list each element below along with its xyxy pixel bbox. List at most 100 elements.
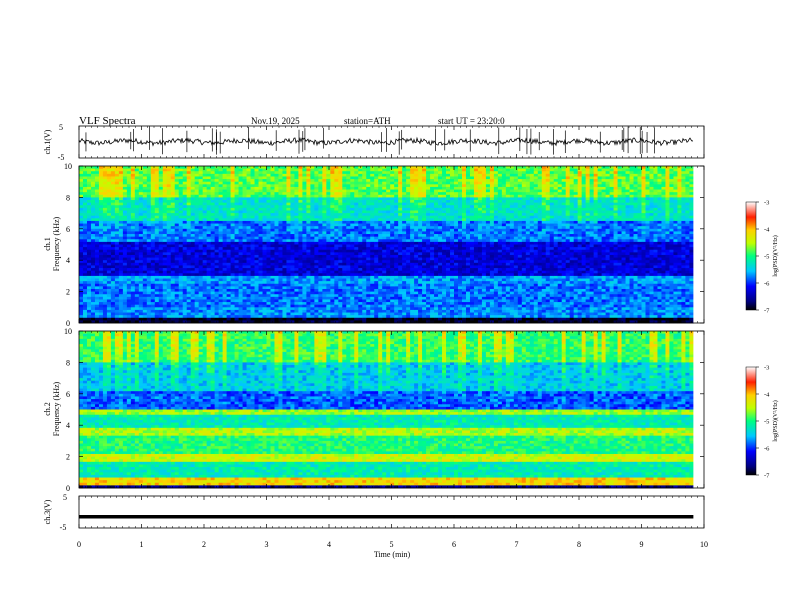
ch1-spec-cell (87, 273, 91, 276)
ch1-spec-cell (111, 218, 115, 221)
ch1-spec-cell (139, 166, 143, 169)
ch1-spec-cell (199, 252, 203, 255)
ch1-spec-cell (127, 245, 131, 248)
ch1-spec-cell (139, 318, 143, 321)
ch1-spec-cell (243, 171, 247, 174)
ch1-spec-cell (239, 192, 243, 195)
ch1-spec-cell (87, 297, 91, 300)
ch1-spec-cell (123, 255, 127, 258)
ch1-spec-cell (159, 313, 163, 316)
ch1-spec-cell (155, 258, 159, 261)
ch1-spec-cell (83, 213, 87, 216)
ch1-spec-cell (147, 245, 151, 248)
ch1-spec-cell (123, 305, 127, 308)
ch1-spec-cell (123, 302, 127, 305)
ch1-spec-cell (223, 245, 227, 248)
ch1-spec-cell (83, 231, 87, 234)
ch1-spec-cell (95, 313, 99, 316)
ch1-spec-cell (95, 302, 99, 305)
ch1-spec-cell (191, 203, 195, 206)
ch1-spec-cell (115, 192, 119, 195)
ch1-spec-cell (115, 231, 119, 234)
ch1-spec-cell (107, 252, 111, 255)
ch1-spec-cell (87, 268, 91, 271)
ch1-spec-cell (211, 286, 215, 289)
ch1-spec-cell (175, 252, 179, 255)
ch1-spec-cell (167, 203, 171, 206)
ch1-spec-cell (99, 297, 103, 300)
ch1-spec-cell (139, 231, 143, 234)
ch1-spec-cell (191, 210, 195, 213)
ch1-spec-cell (107, 263, 111, 266)
ch1-spec-cell (171, 245, 175, 248)
ch1-spec-cell (219, 242, 223, 245)
ch1-spec-cell (203, 273, 207, 276)
ch1-spec-cell (171, 279, 175, 282)
ch1-spec-cell (219, 268, 223, 271)
ch1-spec-cell (123, 231, 127, 234)
ch1-spec-cell (195, 166, 199, 169)
ch1-spec-cell (95, 184, 99, 187)
ch1-spec-cell (163, 247, 167, 250)
ch1-spec-cell (167, 229, 171, 232)
ch1-spec-cell (103, 281, 107, 284)
ch1-spec-cell (151, 237, 155, 240)
ch1-spec-cell (151, 221, 155, 224)
ch1-spec-cell (139, 284, 143, 287)
ch1-spec-cell (203, 239, 207, 242)
ch1-spec-cell (91, 197, 95, 200)
ch1-spec-cell (227, 273, 231, 276)
ch1-spec-cell (159, 169, 163, 172)
ch1-spec-cell (95, 289, 99, 292)
ch1-spec-cell (83, 273, 87, 276)
ch1-spec-cell (163, 205, 167, 208)
ch1-spec-cell (227, 271, 231, 274)
ch1-spec-cell (231, 231, 235, 234)
ch1-spec-cell (151, 190, 155, 193)
ch1-spec-cell (95, 169, 99, 172)
ch1-spec-cell (175, 195, 179, 198)
ch1-spec-cell (191, 289, 195, 292)
ch1-spec-cell (95, 190, 99, 193)
ch1-spec-cell (179, 203, 183, 206)
ch1-spec-cell (147, 192, 151, 195)
ch1-spec-cell (143, 258, 147, 261)
ch1-spec-cell (191, 218, 195, 221)
ch1-spec-cell (87, 226, 91, 229)
ch1-spec-cell (151, 216, 155, 219)
ch1-spec-cell (159, 197, 163, 200)
ch1-spec-cell (179, 273, 183, 276)
ch1-spec-cell (87, 258, 91, 261)
ch1-spec-cell (219, 218, 223, 221)
ch1-spec-cell (167, 218, 171, 221)
ch1-spec-cell (91, 224, 95, 227)
ch1-spec-cell (163, 174, 167, 177)
ch1-spec-cell (235, 203, 239, 206)
ch1-spec-cell (203, 213, 207, 216)
ch1-spec-cell (119, 292, 123, 295)
ch1-spec-cell (163, 229, 167, 232)
ch1-spec-cell (163, 302, 167, 305)
ch1-spec-cell (123, 195, 127, 198)
ch1-spec-cell (83, 265, 87, 268)
ch1-spec-cell (179, 237, 183, 240)
ch1-spec-cell (195, 260, 199, 263)
ch1-spec-cell (115, 242, 119, 245)
ch1-spec-cell (119, 205, 123, 208)
ch1-spec-cell (187, 210, 191, 213)
ch1-spec-cell (199, 192, 203, 195)
ch1-spec-cell (175, 184, 179, 187)
ch1-spec-cell (123, 310, 127, 313)
ch1-spec-cell (79, 205, 83, 208)
ch1-spec-cell (247, 169, 251, 172)
ch1-spec-cell (111, 281, 115, 284)
ch1-spec-cell (83, 171, 87, 174)
ch1-spec-cell (207, 176, 211, 179)
ch1-spec-cell (151, 318, 155, 321)
ch1-spec-cell (179, 279, 183, 282)
ch1-spec-cell (143, 208, 147, 211)
ch1-spec-cell (155, 187, 159, 190)
ch1-spec-cell (91, 210, 95, 213)
ch1-spec-cell (83, 239, 87, 242)
ch1-spec-cell (187, 279, 191, 282)
